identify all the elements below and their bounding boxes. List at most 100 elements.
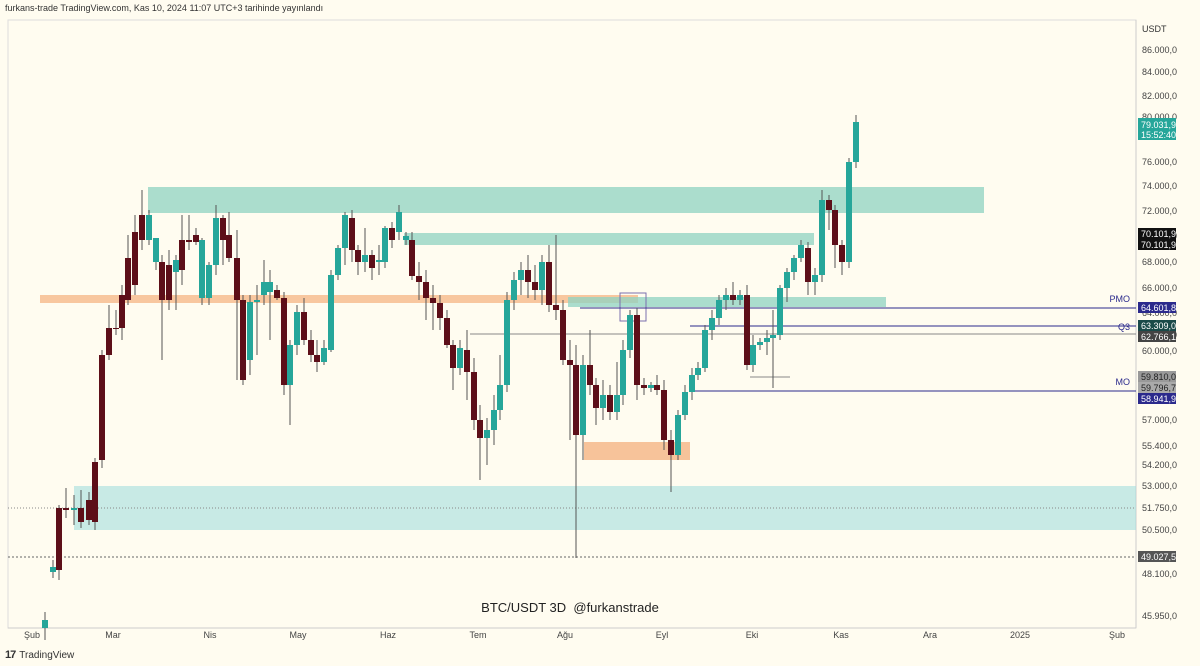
candle-body [125, 258, 131, 300]
candle-body [648, 385, 654, 388]
candle-body [539, 262, 545, 290]
time-tick-label: May [289, 630, 307, 640]
price-tick-label: 54.200,0 [1142, 460, 1177, 470]
time-axis: Şub Mar Nis May Haz Tem Ağu Eyl Eki Kas Ara 2025 Şub [24, 630, 1125, 640]
candle-body [620, 350, 626, 395]
candle-body [716, 300, 722, 318]
time-tick-label: Kas [833, 630, 849, 640]
candle-body [328, 275, 334, 350]
candle-body [382, 228, 388, 262]
pmo-badge: 64.601,8 [1138, 302, 1176, 313]
candle-body [689, 375, 695, 392]
candle-body [532, 282, 538, 290]
svg-text:64.601,8: 64.601,8 [1141, 303, 1176, 313]
price-tick-label: 66.000,0 [1142, 283, 1177, 293]
candle-body [342, 215, 348, 248]
time-tick-label: Mar [105, 630, 121, 640]
candle-body [593, 385, 599, 408]
candle-body [730, 295, 736, 300]
candle-body [600, 395, 606, 408]
candle-body [437, 303, 443, 318]
candle-body [362, 255, 368, 262]
candle-body [247, 302, 253, 360]
price-tick-label: 51.750,0 [1142, 503, 1177, 513]
resistance-zone-upper [148, 187, 984, 213]
time-tick-label: Ara [923, 630, 937, 640]
candle-body [560, 310, 566, 360]
candle-body [477, 420, 483, 438]
price-tick-label: 50.500,0 [1142, 525, 1177, 535]
candle-body [301, 312, 307, 340]
svg-text:59.810,0: 59.810,0 [1141, 372, 1176, 382]
candle-body [226, 235, 232, 258]
candle-body [750, 345, 756, 365]
candle-body [193, 235, 199, 242]
candle-body [139, 215, 145, 240]
candle-body [261, 282, 267, 295]
candle-body [78, 508, 84, 522]
candle-body [518, 270, 524, 280]
candle-body [430, 298, 436, 303]
candle-body [504, 300, 510, 385]
candle-body [444, 318, 450, 345]
price-tick-label: 48.100,0 [1142, 569, 1177, 579]
candle-body [798, 245, 804, 258]
candles-group [42, 115, 859, 640]
orange-zone-upper [40, 295, 638, 303]
candle-body [457, 348, 463, 368]
price-tick-label: 82.000,0 [1142, 91, 1177, 101]
candle-body [614, 395, 620, 412]
candle-body [206, 265, 212, 298]
candle-body [355, 250, 361, 262]
candle-body [737, 295, 743, 300]
candle-body [71, 508, 77, 510]
candle-body [812, 275, 818, 282]
q3-badge-b: 62.766,1 [1138, 331, 1176, 342]
candle-body [423, 282, 429, 298]
price-tick-label: 68.000,0 [1142, 257, 1177, 267]
candle-body [50, 567, 56, 572]
candle-body [220, 218, 226, 240]
time-tick-label: Haz [380, 630, 397, 640]
candle-body [287, 345, 293, 385]
candle-body [511, 280, 517, 300]
candle-body [42, 620, 48, 628]
price-tick-label: 76.000,0 [1142, 157, 1177, 167]
candle-body [349, 218, 355, 250]
last-price-badge: 79.031,9 15:52:40 [1138, 118, 1176, 140]
candle-body [369, 255, 375, 268]
level-badge-l2: 59.796,7 [1138, 382, 1176, 393]
candle-body [335, 248, 341, 275]
candle-body [587, 365, 593, 385]
candle-body [805, 248, 811, 282]
candle-body [450, 345, 456, 368]
price-tick-label: 60.000,0 [1142, 346, 1177, 356]
price-tick-label: 57.000,0 [1142, 415, 1177, 425]
candle-body [409, 240, 415, 276]
candle-body [744, 295, 750, 365]
price-tick-label: 45.950,0 [1142, 611, 1177, 621]
time-tick-label: Şub [24, 630, 40, 640]
candle-body [661, 390, 667, 440]
candle-body [213, 218, 219, 265]
candle-body [159, 262, 165, 300]
candle-body [757, 342, 763, 345]
candle-body [86, 500, 92, 520]
candle-body [702, 330, 708, 368]
candle-body [770, 335, 776, 338]
svg-text:70.101,9: 70.101,9 [1141, 229, 1176, 239]
candle-body [321, 348, 327, 362]
candle-body [403, 236, 409, 240]
candle-body [56, 508, 62, 570]
candle-body [573, 365, 579, 435]
candle-body [546, 262, 552, 305]
candle-body [376, 260, 382, 262]
candle-body [416, 276, 422, 282]
candle-body [166, 265, 172, 300]
candle-body [682, 392, 688, 415]
candle-body [641, 385, 647, 388]
teal-zone-pmo [568, 297, 886, 307]
candle-body [267, 282, 273, 292]
candle-body [186, 240, 192, 242]
